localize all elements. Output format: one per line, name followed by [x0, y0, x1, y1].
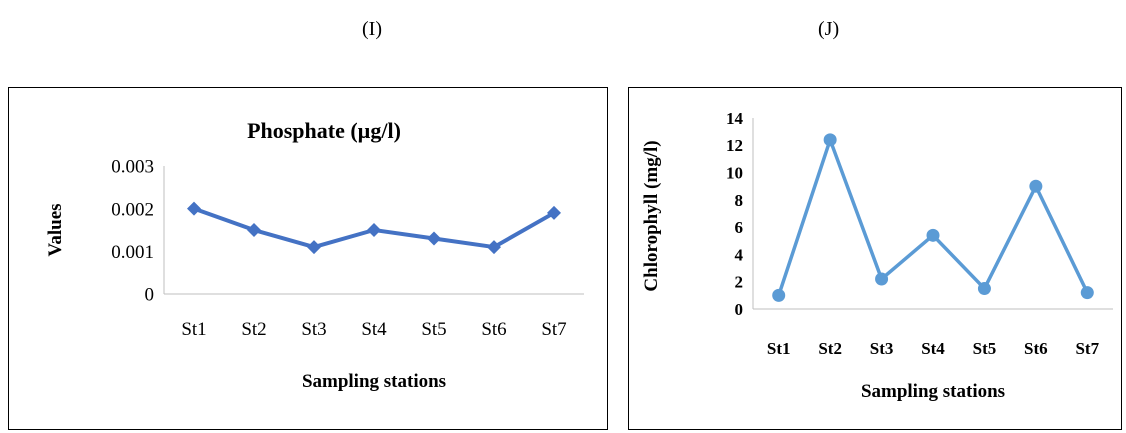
x-tick-label: St4 — [361, 319, 387, 340]
phosphate-chart-frame: 0 0.001 0.002 0.003 St1 St2 St3 St4 St5 St6 St7 Pho… — [8, 87, 608, 430]
data-point — [1080, 286, 1094, 300]
data-point — [823, 133, 837, 147]
y-tick-label: 0 — [735, 300, 744, 319]
panel-letter-left: (I) — [362, 18, 382, 40]
panel-letter-right: (J) — [818, 18, 840, 40]
y-axis-label: Values — [45, 203, 66, 256]
y-tick-label: 0.001 — [111, 242, 154, 263]
x-tick-label: St3 — [301, 319, 326, 340]
y-tick-label: 0.002 — [111, 199, 154, 220]
y-tick-label: 14 — [726, 109, 744, 128]
x-tick-label: St2 — [818, 339, 842, 358]
data-point — [307, 240, 321, 255]
x-tick-label: St7 — [541, 319, 566, 340]
y-tick-label: 0.003 — [111, 157, 154, 178]
y-tick-label: 6 — [735, 218, 744, 237]
data-point — [547, 205, 561, 220]
x-axis-label: Sampling stations — [861, 381, 1005, 402]
data-point — [1029, 179, 1043, 193]
data-point — [367, 223, 381, 237]
chlorophyll-chart: 0 2 4 6 8 10 12 14 St1 St2 St3 St4 St5 St6 St7 Sampling… — [641, 109, 1113, 402]
x-tick-label: St7 — [1075, 339, 1099, 358]
x-axis-label: Sampling stations — [302, 371, 446, 392]
x-tick-label: St5 — [421, 319, 446, 340]
data-point — [487, 240, 501, 255]
x-tick-label: St6 — [481, 319, 506, 340]
data-point — [875, 272, 889, 286]
chlorophyll-chart-frame: 0 2 4 6 8 10 12 14 St1 St2 St3 St4 St5 St6 St7 Sampling… — [628, 87, 1122, 430]
y-tick-label: 12 — [726, 136, 743, 155]
x-tick-label: St3 — [870, 339, 894, 358]
y-axis-label: Chlorophyll (mg/l) — [641, 140, 662, 291]
x-tick-label: St4 — [921, 339, 945, 358]
y-tick-label: 0 — [145, 285, 155, 306]
x-tick-label: St6 — [1024, 339, 1048, 358]
y-tick-label: 10 — [726, 164, 743, 183]
x-tick-label: St1 — [767, 339, 791, 358]
y-tick-label: 8 — [735, 191, 744, 210]
data-point — [187, 201, 201, 216]
data-point — [427, 231, 441, 246]
x-tick-label: St5 — [973, 339, 997, 358]
series-line — [777, 138, 1089, 296]
x-tick-label: St1 — [181, 319, 206, 340]
data-point — [772, 288, 786, 302]
y-tick-label: 4 — [735, 245, 744, 264]
phosphate-chart: 0 0.001 0.002 0.003 St1 St2 St3 St4 St5 St6 St7 Pho… — [45, 118, 584, 392]
data-point — [926, 228, 940, 242]
chart-title: Phosphate (µg/l) — [247, 118, 401, 143]
data-point — [247, 223, 261, 237]
y-tick-label: 2 — [735, 273, 744, 292]
data-point — [977, 282, 991, 296]
x-tick-label: St2 — [241, 319, 266, 340]
